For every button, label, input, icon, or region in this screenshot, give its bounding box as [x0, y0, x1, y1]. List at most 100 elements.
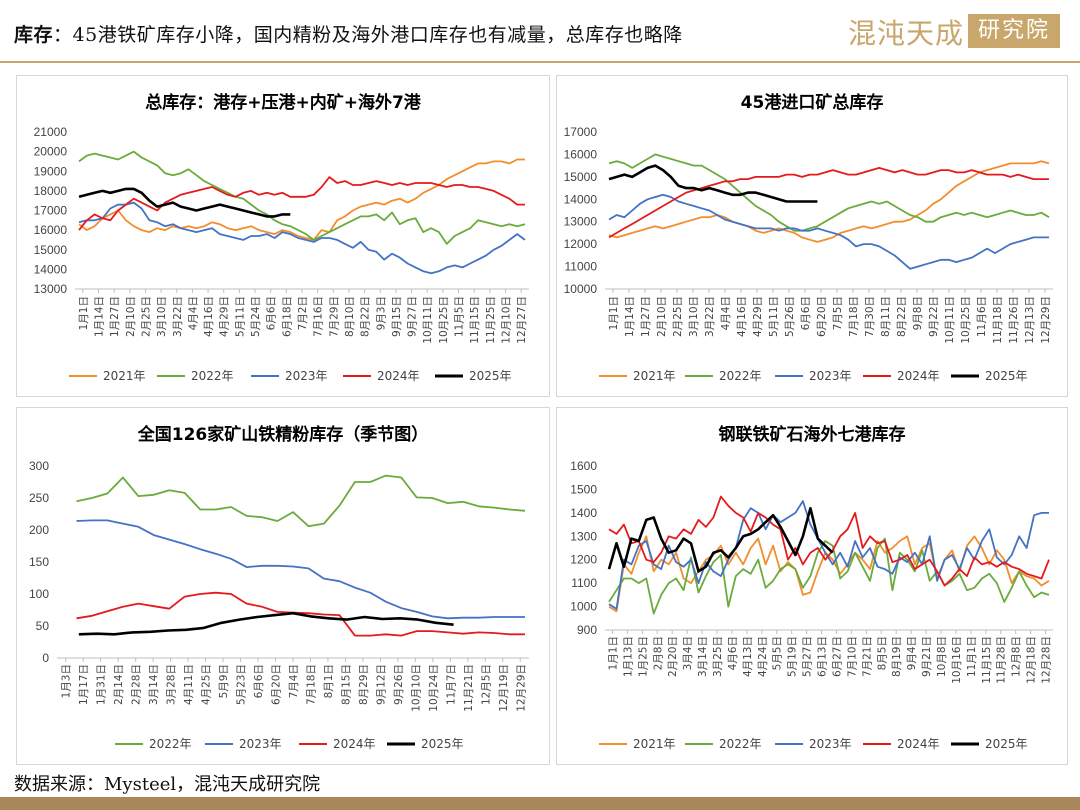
y-tick-label: 15000 [34, 243, 68, 257]
legend-label: 2022年 [191, 369, 234, 383]
y-tick-label: 1000 [570, 600, 597, 614]
y-tick-label: 150 [29, 555, 49, 569]
x-tick-label: 11月15日 [469, 296, 481, 344]
x-tick-label: 1月13日 [622, 636, 634, 677]
chart-panel-overseas-7-ports: 钢联铁矿石海外七港库存 900 1000 1100 1200 1300 1400 1500 16… [556, 407, 1068, 765]
legend-label: 2025年 [985, 369, 1028, 383]
y-tick-label: 50 [36, 619, 50, 633]
x-tick-label: 7月18日 [848, 296, 860, 337]
x-tick-label: 8月10日 [344, 296, 356, 337]
x-tick-label: 8月11日 [880, 296, 892, 337]
x-tick-label: 5月27日 [802, 636, 814, 677]
y-tick-label: 13000 [34, 282, 68, 296]
x-tick-label: 5月11日 [234, 296, 246, 337]
x-tick-label: 10月16日 [951, 636, 963, 684]
x-tick-label: 7月21日 [861, 636, 873, 677]
legend-label: 2023年 [809, 737, 852, 751]
x-tick-label: 9月26日 [393, 664, 405, 705]
y-tick-label: 0 [42, 651, 49, 665]
legend-label: 2024年 [377, 369, 420, 383]
legend-label: 2021年 [633, 737, 676, 751]
y-tick-label: 250 [29, 491, 49, 505]
x-tick-label: 10月8日 [936, 636, 948, 677]
x-tick-label: 4月25日 [201, 664, 213, 705]
x-tick-label: 2月10日 [656, 296, 668, 337]
y-tick-label: 1400 [570, 506, 597, 520]
legend-label: 2021年 [633, 369, 676, 383]
legend-label: 2024年 [897, 369, 940, 383]
x-tick-label: 8月19日 [891, 636, 903, 677]
y-tick-label: 300 [29, 459, 49, 473]
y-tick-label: 18000 [34, 184, 68, 198]
x-tick-label: 3月22日 [172, 296, 184, 337]
x-tick-label: 5月24日 [250, 296, 262, 337]
y-tick-label: 1500 [570, 482, 597, 496]
x-tick-label: 4月6日 [727, 636, 739, 670]
x-tick-label: 5月26日 [784, 296, 796, 337]
x-tick-label: 7月30日 [864, 296, 876, 337]
x-tick-label: 9月15日 [391, 296, 403, 337]
footer-bar [0, 797, 1080, 810]
x-tick-label: 9月12日 [375, 664, 387, 705]
x-tick-label: 5月5日 [772, 636, 784, 670]
x-tick-label: 12月13日 [1024, 296, 1036, 344]
y-tick-label: 1300 [570, 529, 597, 543]
x-tick-label: 1月1日 [608, 296, 620, 330]
x-tick-label: 6月20日 [816, 296, 828, 337]
legend-label: 2024年 [333, 737, 376, 751]
x-tick-label: 11月26日 [1008, 296, 1020, 344]
y-tick-label: 16000 [34, 223, 68, 237]
x-tick-label: 5月19日 [787, 636, 799, 677]
x-tick-label: 8月1日 [323, 664, 335, 698]
chart-panel-mine-concentrate: 全国126家矿山铁精粉库存（季节图） 0 50 100 150 200 250 300 1月3日… [16, 407, 550, 765]
legend-label: 2025年 [421, 737, 464, 751]
x-tick-label: 10月24日 [428, 664, 440, 712]
legend-label: 2024年 [897, 737, 940, 751]
x-tick-label: 1月17日 [78, 664, 90, 705]
legend-label: 2022年 [719, 369, 762, 383]
x-tick-label: 6月13日 [817, 636, 829, 677]
logo-seal: 研究院 [968, 14, 1060, 48]
legend-label: 2022年 [149, 737, 192, 751]
x-tick-label: 11月1日 [966, 636, 978, 677]
legend-label: 2023年 [809, 369, 852, 383]
x-tick-label: 11月5日 [454, 296, 466, 337]
series-line-2023 [609, 195, 1049, 269]
x-tick-label: 9月21日 [921, 636, 933, 677]
x-tick-label: 12月29日 [1040, 296, 1052, 344]
x-tick-label: 10月10日 [410, 664, 422, 712]
x-tick-label: 10月11日 [944, 296, 956, 344]
x-tick-label: 11月15日 [981, 636, 993, 684]
x-tick-label: 4月13日 [742, 636, 754, 677]
x-tick-label: 6月6日 [800, 296, 812, 330]
x-tick-label: 6月27日 [831, 636, 843, 677]
x-tick-label: 8月5日 [876, 636, 888, 670]
x-tick-label: 1月31日 [96, 664, 108, 705]
chart-title: 钢联铁矿石海外七港库存 [719, 424, 906, 445]
x-tick-label: 11月6日 [976, 296, 988, 337]
y-tick-label: 15000 [564, 170, 598, 184]
total-inventory-chart: 总库存：港存+压港+内矿+海外7港 13000 14000 15000 16000 170… [17, 76, 549, 396]
x-tick-label: 12月10日 [501, 296, 513, 344]
x-tick-label: 7月10日 [846, 636, 858, 677]
y-tick-label: 1200 [570, 553, 597, 567]
x-tick-label: 9月22日 [928, 296, 940, 337]
x-tick-label: 1月1日 [78, 296, 90, 330]
y-tick-label: 20000 [34, 145, 68, 159]
y-tick-label: 1100 [571, 576, 597, 590]
x-tick-label: 6月6日 [253, 664, 265, 698]
x-tick-label: 4月29日 [219, 296, 231, 337]
chart-panel-total-inventory: 总库存：港存+压港+内矿+海外7港 13000 14000 15000 16000 170… [16, 75, 550, 397]
chart-title: 总库存：港存+压港+内矿+海外7港 [145, 92, 422, 113]
x-tick-label: 9月3日 [375, 296, 387, 330]
legend-label: 2023年 [285, 369, 328, 383]
header-divider [0, 61, 1080, 63]
series-line-2024 [609, 168, 1049, 238]
x-tick-label: 6月18日 [281, 296, 293, 337]
x-tick-label: 4月11日 [183, 664, 195, 705]
x-tick-label: 4月16日 [203, 296, 215, 337]
x-tick-label: 5月11日 [768, 296, 780, 337]
x-tick-label: 12月19日 [498, 664, 510, 712]
x-tick-label: 2月25日 [672, 296, 684, 337]
source-note: 数据来源：Mysteel，混沌天成研究院 [14, 770, 320, 796]
